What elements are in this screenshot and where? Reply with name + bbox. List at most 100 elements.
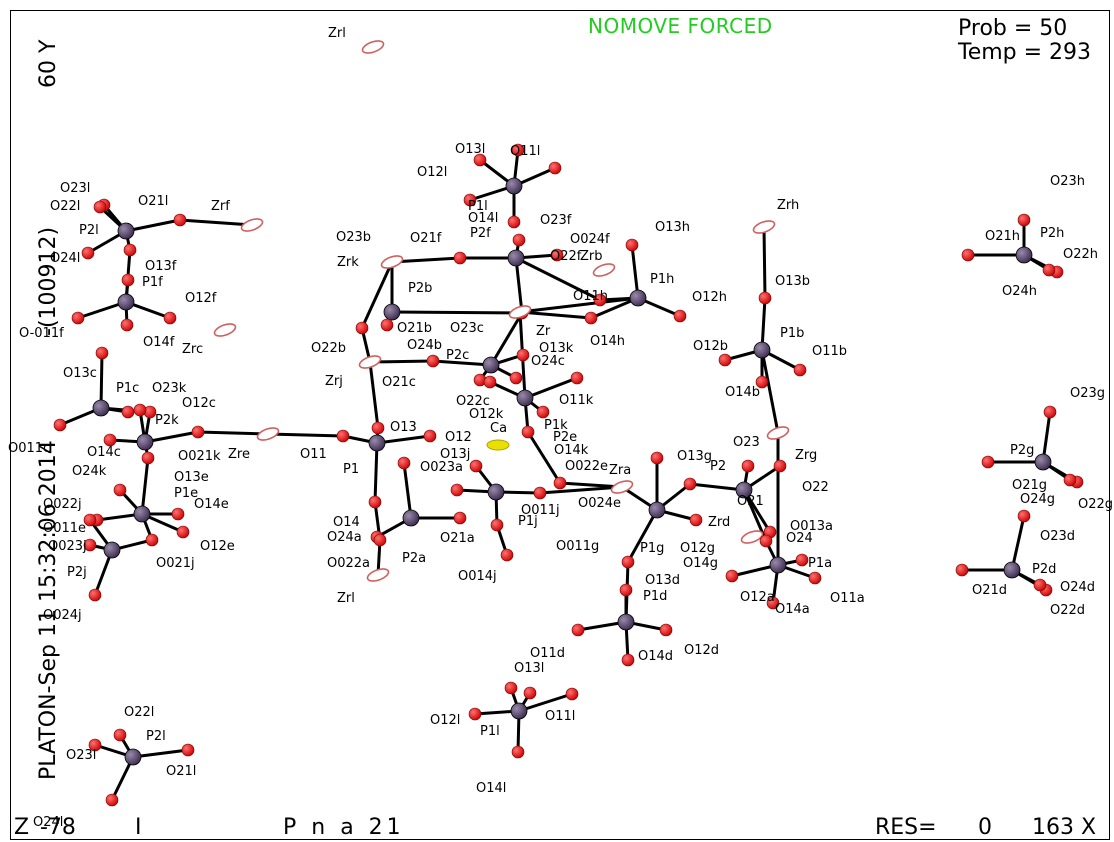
atom-O23h bbox=[1017, 213, 1031, 227]
atom-label: O12l bbox=[430, 713, 460, 728]
atom-P1g bbox=[648, 501, 666, 519]
atom-O21f bbox=[453, 251, 467, 265]
bond-P1h-O13h bbox=[630, 244, 640, 299]
atom-label: O12a bbox=[740, 590, 775, 605]
bond-Zrk-O22b bbox=[360, 261, 394, 329]
atom-O11l_t bbox=[511, 143, 525, 157]
atom-O14d bbox=[659, 623, 673, 637]
atom-P1f bbox=[117, 293, 135, 311]
atom-O13l_b bbox=[504, 681, 518, 695]
atom-O11j bbox=[533, 486, 547, 500]
atom-O12k bbox=[536, 405, 550, 419]
atom-label: Ca bbox=[490, 421, 507, 436]
atom-label: O11b bbox=[812, 344, 847, 359]
atom-label: P1b bbox=[780, 326, 804, 341]
atom-O22b bbox=[355, 321, 369, 335]
atom-label: O24c bbox=[531, 354, 565, 369]
atom-label: O12 bbox=[445, 430, 472, 445]
atom-Zra bbox=[610, 480, 634, 494]
atom-label: O13f bbox=[145, 259, 177, 274]
atom-label: O21c bbox=[382, 375, 416, 390]
atom-O24l_b bbox=[105, 793, 119, 807]
atom-O14k bbox=[521, 425, 535, 439]
atom-label: Zrb bbox=[580, 249, 603, 264]
atom-label: O21g bbox=[1012, 478, 1047, 493]
bond-O11-Zre bbox=[267, 432, 344, 438]
atom-Zrk bbox=[380, 255, 404, 269]
probability-label: Prob = 50 bbox=[958, 16, 1068, 41]
atom-label: O24h bbox=[1002, 284, 1037, 299]
atom-Zrd bbox=[740, 530, 764, 544]
atom-P1l_b bbox=[510, 702, 528, 720]
atom-O022e bbox=[553, 476, 567, 490]
atom-label: O13l bbox=[455, 142, 485, 157]
atom-O21l bbox=[173, 213, 187, 227]
bond-Zrj-O24b bbox=[369, 359, 434, 364]
atom-label: O23l bbox=[60, 181, 90, 196]
atom-label: O21 bbox=[737, 494, 764, 509]
atom-label: P1e bbox=[174, 486, 198, 501]
atom-O12a bbox=[725, 569, 739, 583]
atom-label: O13c bbox=[63, 366, 97, 381]
atom-label: O011j bbox=[521, 503, 560, 518]
atom-O11g bbox=[621, 555, 635, 569]
atom-O21d bbox=[955, 563, 969, 577]
atom-O11l_b bbox=[565, 687, 579, 701]
atom-label: O23c bbox=[450, 321, 484, 336]
atom-label: O22l bbox=[50, 199, 80, 214]
atom-O23k bbox=[121, 405, 135, 419]
atom-label: O13 bbox=[390, 420, 417, 435]
atom-O13c bbox=[95, 346, 109, 360]
atom-label: P2a bbox=[402, 551, 426, 566]
atom-O22f bbox=[550, 248, 564, 262]
atom-Zr bbox=[508, 305, 532, 319]
bond-P2a-O023a bbox=[402, 462, 413, 519]
bond-O24b-P2c bbox=[432, 359, 492, 367]
bond-P2c-O23c bbox=[489, 312, 524, 366]
atom-label: O013a bbox=[790, 519, 833, 534]
atom-P2f bbox=[507, 249, 525, 267]
atom-label: O11 bbox=[300, 447, 327, 462]
atom-label: O21f bbox=[410, 231, 442, 246]
atom-O14e bbox=[171, 507, 185, 521]
bond-P1k-O11k bbox=[524, 376, 578, 400]
atom-O13k bbox=[483, 375, 497, 389]
bond-P2g-O23g bbox=[1041, 411, 1052, 463]
atom-O13d bbox=[619, 583, 633, 597]
atom-label: O14h bbox=[590, 334, 625, 349]
atom-label: P1g bbox=[640, 541, 664, 556]
atom-label: P2c bbox=[446, 348, 469, 363]
atom-Zrj bbox=[358, 355, 382, 369]
atom-Zre bbox=[256, 427, 280, 441]
plot-frame bbox=[10, 10, 1110, 840]
atom-O_b5 bbox=[523, 686, 537, 700]
atom-Zrc bbox=[213, 323, 237, 337]
atom-O13 bbox=[371, 421, 385, 435]
bond-P2l_b-O21l_b bbox=[132, 748, 189, 759]
atom-O14 bbox=[368, 495, 382, 509]
atom-O14b bbox=[755, 375, 769, 389]
atom-label: O021j bbox=[156, 556, 195, 571]
bond-P2f-O23c bbox=[514, 257, 524, 314]
atom-P2d bbox=[1003, 561, 1021, 579]
atom-label: P2 bbox=[710, 459, 726, 474]
res-value: 0 bbox=[978, 815, 992, 840]
atom-label: O24l bbox=[50, 251, 80, 266]
atom-label: O22b bbox=[311, 341, 346, 356]
atom-O013a bbox=[759, 534, 773, 548]
atom-O12h bbox=[673, 309, 687, 323]
atom-O12d bbox=[571, 623, 585, 637]
atom-label: Zrk bbox=[337, 255, 359, 270]
atom-label: P1a bbox=[808, 556, 832, 571]
atom-label: Zrf bbox=[211, 199, 230, 214]
atom-label: O11l bbox=[545, 709, 575, 724]
atom-O12f bbox=[163, 311, 177, 325]
atom-O21a bbox=[453, 511, 467, 525]
bond-P1g-O11g bbox=[626, 509, 659, 563]
atom-label: O024j bbox=[43, 608, 82, 623]
atom-label: O11h bbox=[573, 289, 608, 304]
atom-label: P1c bbox=[116, 381, 139, 396]
atom-label: Zr bbox=[536, 324, 551, 339]
atom-label: O21d bbox=[972, 583, 1007, 598]
status-label: NOMOVE FORCED bbox=[588, 14, 773, 38]
